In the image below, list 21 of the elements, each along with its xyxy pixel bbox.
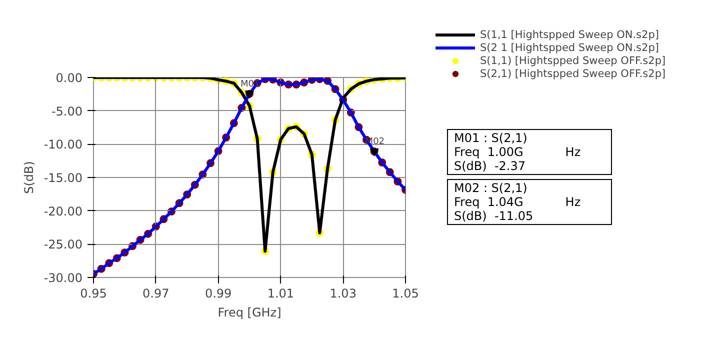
y-axis-title: S(dB) (22, 161, 36, 194)
x-tick-label: 1.05 (392, 286, 419, 300)
x-tick-label: 1.01 (267, 286, 294, 300)
legend-label: S(1,1) [Hightspped Sweep OFF.s2p] (480, 54, 666, 67)
text: M02 : S(2,1) Freq 1.04G Hz S(dB) -11.05 (454, 181, 581, 223)
x-tick-label: 0.97 (142, 286, 170, 300)
legend-label: S(2,1) [Hightspped Sweep OFF.s2p] (480, 67, 666, 80)
text: M01 : S(2,1) Freq 1.00G Hz S(dB) -2.37 (454, 131, 581, 173)
x-tick-label: 0.99 (204, 286, 232, 300)
x-axis-title: Freq [GHz] (218, 306, 282, 320)
y-tick-label: -20.00 (44, 204, 83, 218)
y-tick-label: -5.00 (51, 104, 83, 118)
legend-label: S(2 1 [Hightspped Sweep ON.s2p] (480, 41, 659, 54)
x-tick-label: 1.03 (330, 286, 356, 300)
x-tick-label: 0.95 (80, 286, 107, 300)
legend-label: S(1,1 [Hightspped Sweep ON.s2p] (480, 28, 659, 41)
y-tick-label: -10.00 (44, 138, 83, 152)
y-tick-label: -25.00 (44, 238, 83, 252)
y-tick-label: -30.00 (44, 271, 83, 285)
y-tick-label: -15.00 (44, 171, 83, 185)
y-tick-label: 0.00 (56, 71, 82, 85)
